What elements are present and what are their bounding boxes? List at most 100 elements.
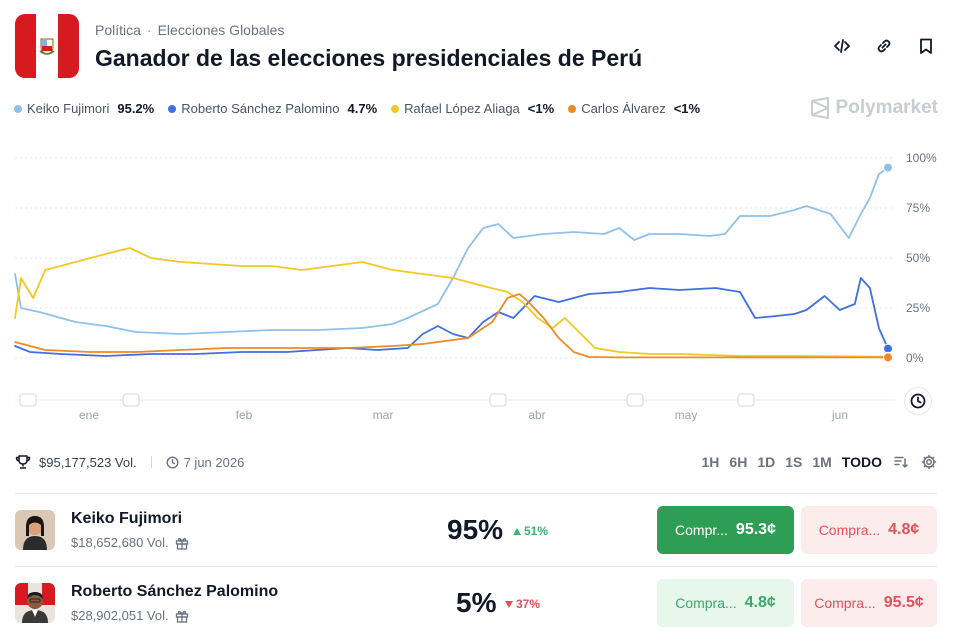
y-tick-label: 0% (906, 351, 924, 365)
legend-item: Rafael López Aliaga <1% (391, 101, 554, 116)
breadcrumb-category[interactable]: Política (95, 22, 141, 38)
bookmark-button[interactable] (916, 36, 936, 56)
gift-icon[interactable] (175, 609, 189, 623)
legend-value: <1% (527, 101, 555, 116)
breadcrumb-subcategory[interactable]: Elecciones Globales (157, 22, 285, 38)
range-1h[interactable]: 1H (701, 454, 720, 470)
series-line (14, 277, 889, 357)
bookmark-icon (920, 38, 932, 54)
brand-name: Polymarket (835, 97, 938, 118)
buy-label: Compr... (675, 522, 728, 538)
time-range-selector: 1H 6H 1D 1S 1M TODO (702, 453, 939, 471)
buy-yes-button[interactable]: Compra... 4.8¢ (657, 579, 794, 627)
buy-yes-button[interactable]: Compr... 95.3¢ (657, 506, 794, 554)
y-tick-label: 75% (906, 201, 930, 215)
outcome-name[interactable]: Keiko Fujimori (71, 510, 183, 527)
range-1s[interactable]: 1S (785, 454, 803, 470)
x-tick-label: jun (831, 408, 848, 422)
page-title: Ganador de las elecciones presidenciales… (95, 45, 643, 71)
breadcrumb: Política · Elecciones Globales (95, 22, 284, 38)
y-tick-label: 25% (906, 301, 930, 315)
legend-item: Carlos Álvarez <1% (568, 101, 700, 116)
sort-button[interactable] (892, 453, 910, 471)
total-volume: $95,177,523 Vol. (39, 454, 137, 470)
series-endpoint (883, 352, 893, 363)
outcome-row[interactable]: Roberto Sánchez Palomino $28,902,051 Vol… (15, 567, 937, 639)
event-marker (737, 393, 755, 407)
legend-item: Roberto Sánchez Palomino 4.7% (168, 101, 377, 116)
x-tick-label: abr (528, 408, 545, 422)
embed-button[interactable] (832, 36, 852, 56)
header-actions (832, 36, 936, 56)
y-tick-label: 50% (906, 251, 930, 265)
polymarket-logo: Polymarket (810, 97, 938, 119)
divider (15, 493, 937, 494)
triangle-up-icon (513, 527, 521, 535)
x-tick-label: may (675, 408, 698, 422)
series-line (14, 293, 889, 359)
event-marker (489, 393, 507, 407)
event-marker (626, 393, 644, 407)
buy-price: 95.3¢ (735, 521, 776, 538)
series-endpoint (883, 343, 893, 354)
clock-icon (166, 455, 179, 469)
triangle-down-icon (505, 600, 513, 608)
range-todo[interactable]: TODO (841, 454, 882, 470)
buy-no-button[interactable]: Compra... 4.8¢ (801, 506, 937, 554)
sell-price: 4.8¢ (888, 521, 920, 538)
sell-label: Compra... (818, 522, 881, 538)
link-icon (877, 39, 891, 53)
range-6h[interactable]: 6H (729, 454, 748, 470)
outcome-probability: 95% (447, 514, 504, 545)
legend-dot (391, 104, 400, 113)
x-tick-label: ene (79, 408, 99, 422)
series-line (14, 166, 889, 335)
legend-dot (14, 104, 22, 113)
event-marker (122, 393, 140, 407)
range-1d[interactable]: 1D (757, 454, 776, 470)
change-indicator: 51% (513, 524, 548, 538)
end-date: 7 jun 2026 (166, 454, 245, 470)
gift-icon[interactable] (175, 536, 189, 550)
price-chart[interactable]: 100% 75% 50% 25% 0% ene feb mar abr may jun (0, 140, 956, 430)
copy-link-button[interactable] (874, 36, 894, 56)
outcome-volume: $28,902,051 Vol. (71, 608, 189, 623)
legend-label: Carlos Álvarez (581, 101, 666, 116)
chart-legend: Keiko Fujimori 95.2% Roberto Sánchez Pal… (14, 101, 700, 116)
clock-icon (910, 393, 926, 409)
outcome-volume: $18,652,680 Vol. (71, 535, 189, 550)
outcome-row[interactable]: Keiko Fujimori $18,652,680 Vol. 95% 51% … (15, 494, 937, 566)
change-value: 51% (524, 524, 549, 538)
outcome-probability: 5% (456, 587, 497, 618)
coat-of-arms-icon (39, 38, 55, 55)
trophy-icon (15, 455, 31, 469)
history-button[interactable] (904, 387, 932, 415)
series-line (14, 247, 889, 358)
range-1m[interactable]: 1M (812, 454, 832, 470)
x-tick-label: feb (236, 408, 253, 422)
gear-icon (921, 454, 937, 470)
end-date-text: 7 jun 2026 (183, 454, 245, 470)
legend-dot (168, 104, 177, 113)
candidate-photo (15, 510, 55, 550)
buy-price: 4.8¢ (744, 594, 776, 611)
sort-icon (894, 456, 908, 468)
outcome-name[interactable]: Roberto Sánchez Palomino (71, 583, 279, 600)
divider (15, 566, 937, 567)
avatar (15, 583, 55, 623)
legend-value: <1% (673, 101, 701, 116)
code-icon (834, 39, 850, 53)
legend-label: Rafael López Aliaga (404, 101, 520, 116)
y-tick-label: 100% (906, 151, 937, 165)
change-indicator: 37% (505, 597, 540, 611)
legend-item: Keiko Fujimori 95.2% (14, 101, 154, 116)
change-value: 37% (516, 597, 541, 611)
sell-label: Compra... (814, 595, 876, 611)
market-stats: $95,177,523 Vol. 7 jun 2026 (15, 454, 244, 470)
legend-label: Roberto Sánchez Palomino (181, 101, 340, 116)
outcome-volume-text: $28,902,051 Vol. (71, 608, 169, 623)
buy-label: Compra... (675, 595, 737, 611)
buy-no-button[interactable]: Compra... 95.5¢ (801, 579, 937, 627)
sell-price: 95.5¢ (883, 594, 924, 611)
settings-button[interactable] (920, 453, 938, 471)
